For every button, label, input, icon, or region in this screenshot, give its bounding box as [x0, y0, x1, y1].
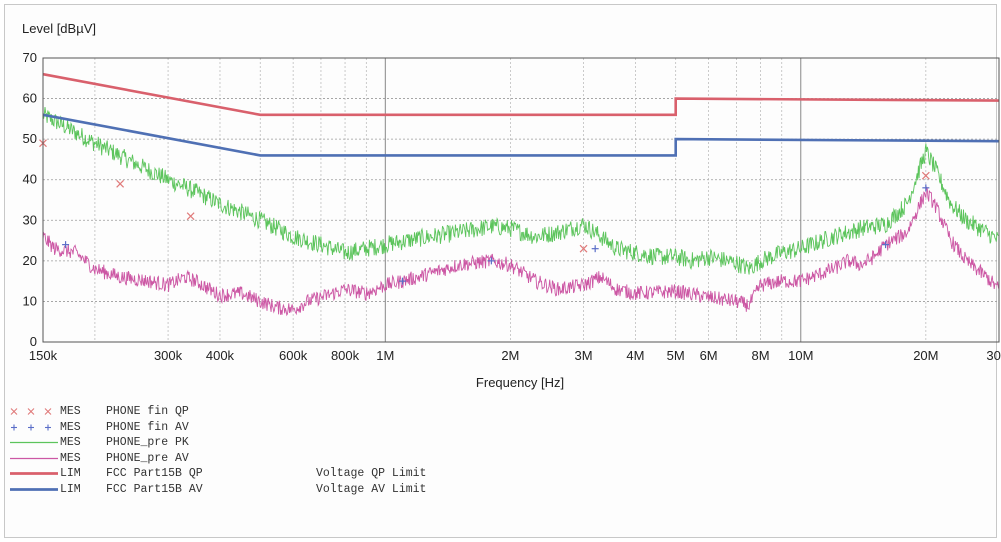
x-tick-label: 30M	[986, 348, 1001, 363]
y-tick-label: 10	[23, 293, 37, 308]
legend-swatch-av-limit	[10, 487, 58, 491]
legend-type: LIM	[60, 467, 81, 480]
series-pre-pk	[42, 107, 1000, 275]
legend-item-pre-pk: MES PHONE_pre PK	[10, 435, 770, 451]
x-tick-label: 4M	[626, 348, 644, 363]
x-tick-label: 1M	[376, 348, 394, 363]
legend-desc: Voltage AV Limit	[316, 482, 427, 496]
legend-swatch-qp-limit	[10, 472, 58, 475]
x-tick-label: 400k	[206, 348, 235, 363]
x-tick-label: 6M	[700, 348, 718, 363]
legend: MES PHONE fin QP MES PHONE fin AV MES PHONE_p…	[10, 404, 770, 497]
x-tick-label: 600k	[279, 348, 308, 363]
legend-type: MES	[60, 436, 81, 449]
legend-name: FCC Part15B AV	[106, 482, 203, 496]
series-qp-limit	[42, 72, 1000, 117]
x-axis-label: Frequency [Hz]	[476, 375, 564, 390]
legend-desc: Voltage QP Limit	[316, 467, 427, 480]
marker-fin-qp	[116, 179, 125, 188]
legend-swatch-fin-qp	[10, 408, 52, 415]
marker-fin-av	[591, 245, 599, 253]
y-tick-label: 20	[23, 253, 37, 268]
x-tick-label: 3M	[575, 348, 593, 363]
y-tick-label: 40	[23, 172, 37, 187]
x-tick-label: 2M	[501, 348, 519, 363]
marker-fin-qp	[186, 212, 195, 221]
legend-name: FCC Part15B QP	[106, 467, 203, 480]
legend-swatch-pre-av	[10, 457, 58, 459]
x-tick-label: 20M	[913, 348, 938, 363]
legend-item-fin-av: MES PHONE fin AV	[10, 420, 770, 436]
legend-swatch-fin-av	[11, 424, 51, 430]
legend-type: MES	[60, 405, 81, 418]
y-tick-label: 0	[30, 334, 37, 349]
series-av-limit	[42, 113, 1000, 157]
x-tick-label: 300k	[154, 348, 183, 363]
legend-name: PHONE_pre AV	[106, 451, 189, 465]
legend-name: PHONE fin AV	[106, 420, 189, 434]
emi-chart: 0 10 20 30 40 50 60 70 150k 300k 400k 600k 800k 1M 2M 3…	[22, 21, 1001, 390]
marker-fin-av	[922, 184, 930, 192]
chart-window	[4, 4, 997, 538]
legend-type: MES	[60, 451, 81, 465]
legend-swatch-pre-pk	[10, 441, 58, 444]
legend-item-pre-av: MES PHONE_pre AV	[10, 451, 770, 467]
y-tick-label: 70	[23, 50, 37, 65]
x-tick-label: 5M	[667, 348, 685, 363]
marker-fin-av	[487, 257, 495, 265]
legend-item-av-limit: LIM FCC Part15B AV Voltage AV Limit	[10, 482, 770, 498]
y-tick-label: 60	[23, 91, 37, 106]
series-pre-av	[42, 186, 1000, 317]
marker-fin-av	[62, 241, 70, 249]
marker-fin-av	[399, 277, 407, 285]
y-tick-label: 30	[23, 212, 37, 227]
plot-area	[42, 57, 1000, 343]
marker-fin-av	[882, 241, 890, 249]
y-axis-label: Level [dBµV]	[22, 21, 96, 36]
x-tick-label: 800k	[331, 348, 360, 363]
legend-item-fin-qp: MES PHONE fin QP	[10, 404, 770, 420]
marker-fin-qp	[579, 244, 588, 253]
x-tick-label: 150k	[29, 348, 58, 363]
legend-item-qp-limit: LIM FCC Part15B QP Voltage QP Limit	[10, 466, 770, 482]
legend-name: PHONE_pre PK	[106, 436, 189, 449]
legend-type: MES	[60, 420, 81, 434]
legend-name: PHONE fin QP	[106, 405, 189, 418]
marker-fin-qp	[921, 171, 930, 180]
y-tick-label: 50	[23, 131, 37, 146]
legend-type: LIM	[60, 482, 81, 496]
x-tick-label: 8M	[751, 348, 769, 363]
x-tick-label: 10M	[788, 348, 813, 363]
